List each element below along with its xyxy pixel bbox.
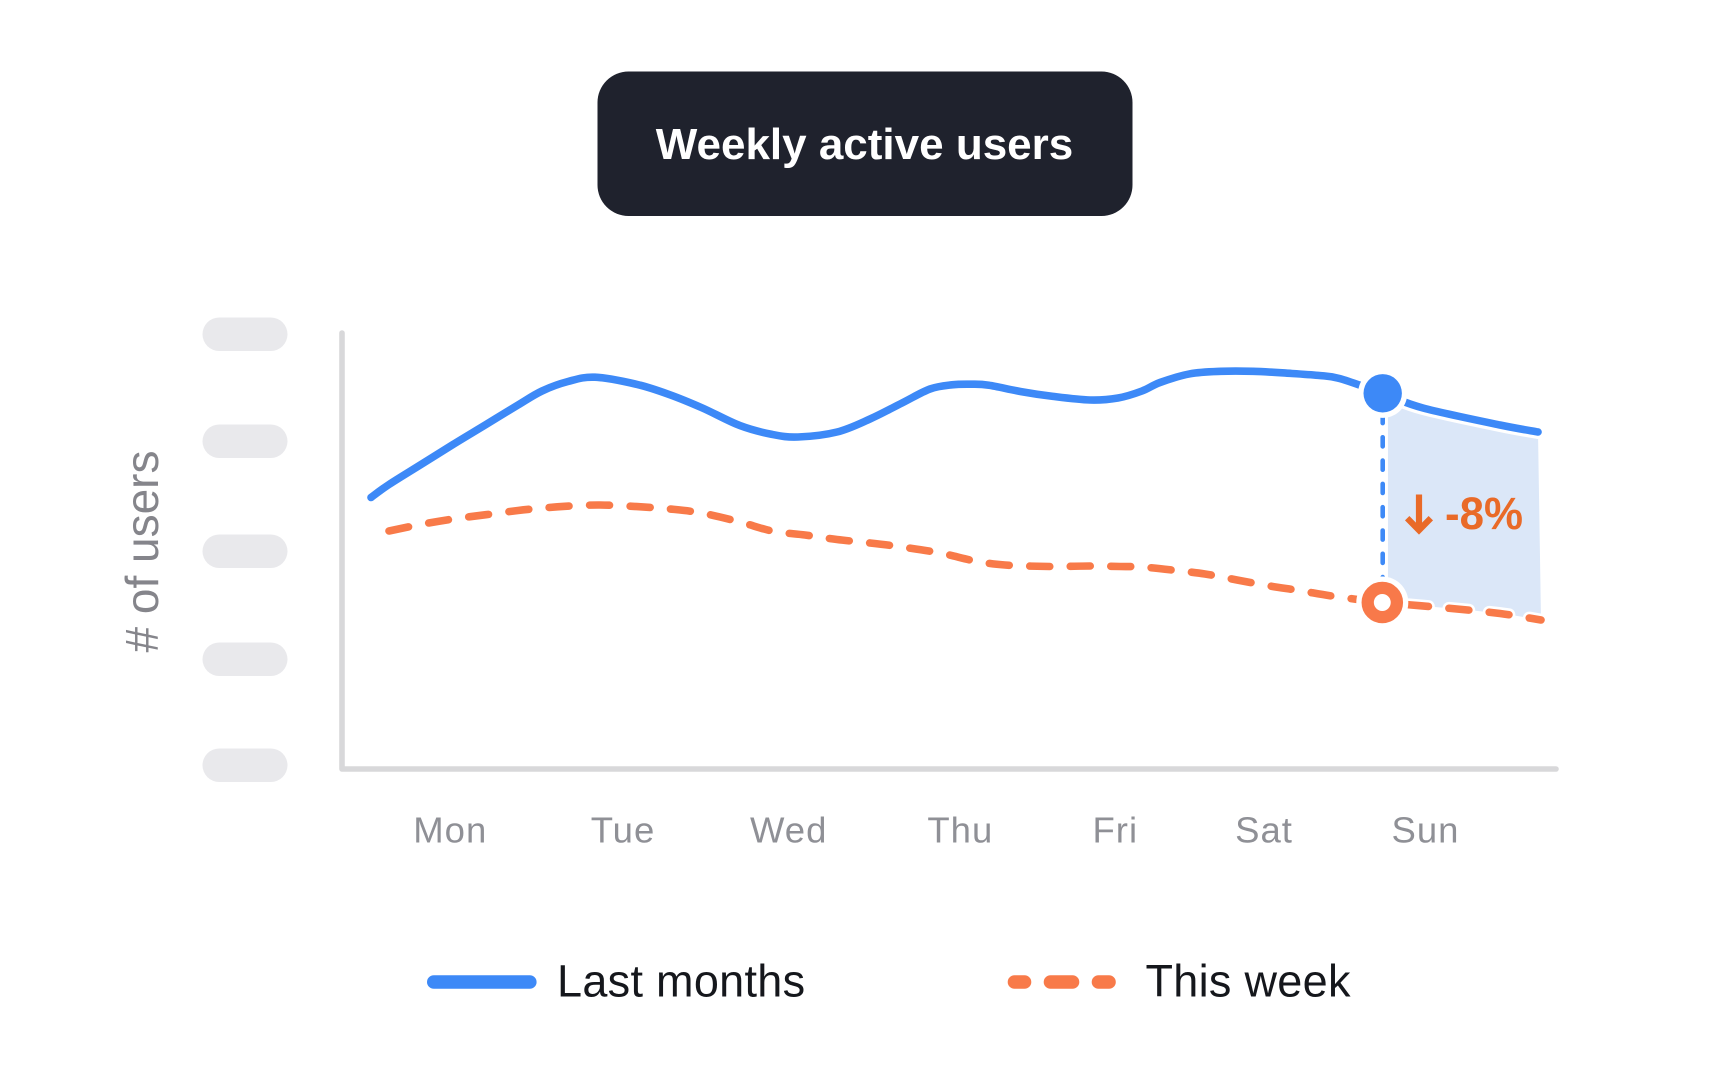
svg-text:This week: This week <box>1146 956 1351 1007</box>
svg-text:# of users: # of users <box>116 451 168 653</box>
svg-text:Mon: Mon <box>413 810 487 851</box>
svg-text:Sun: Sun <box>1392 810 1460 851</box>
svg-text:-8%: -8% <box>1445 488 1523 539</box>
svg-text:Last months: Last months <box>557 956 805 1007</box>
svg-text:Sat: Sat <box>1235 810 1293 851</box>
svg-text:Thu: Thu <box>927 810 993 851</box>
svg-text:Fri: Fri <box>1093 810 1139 851</box>
svg-text:Wed: Wed <box>750 810 827 851</box>
svg-text:Weekly active users: Weekly active users <box>656 120 1073 169</box>
svg-text:Tue: Tue <box>591 810 656 851</box>
